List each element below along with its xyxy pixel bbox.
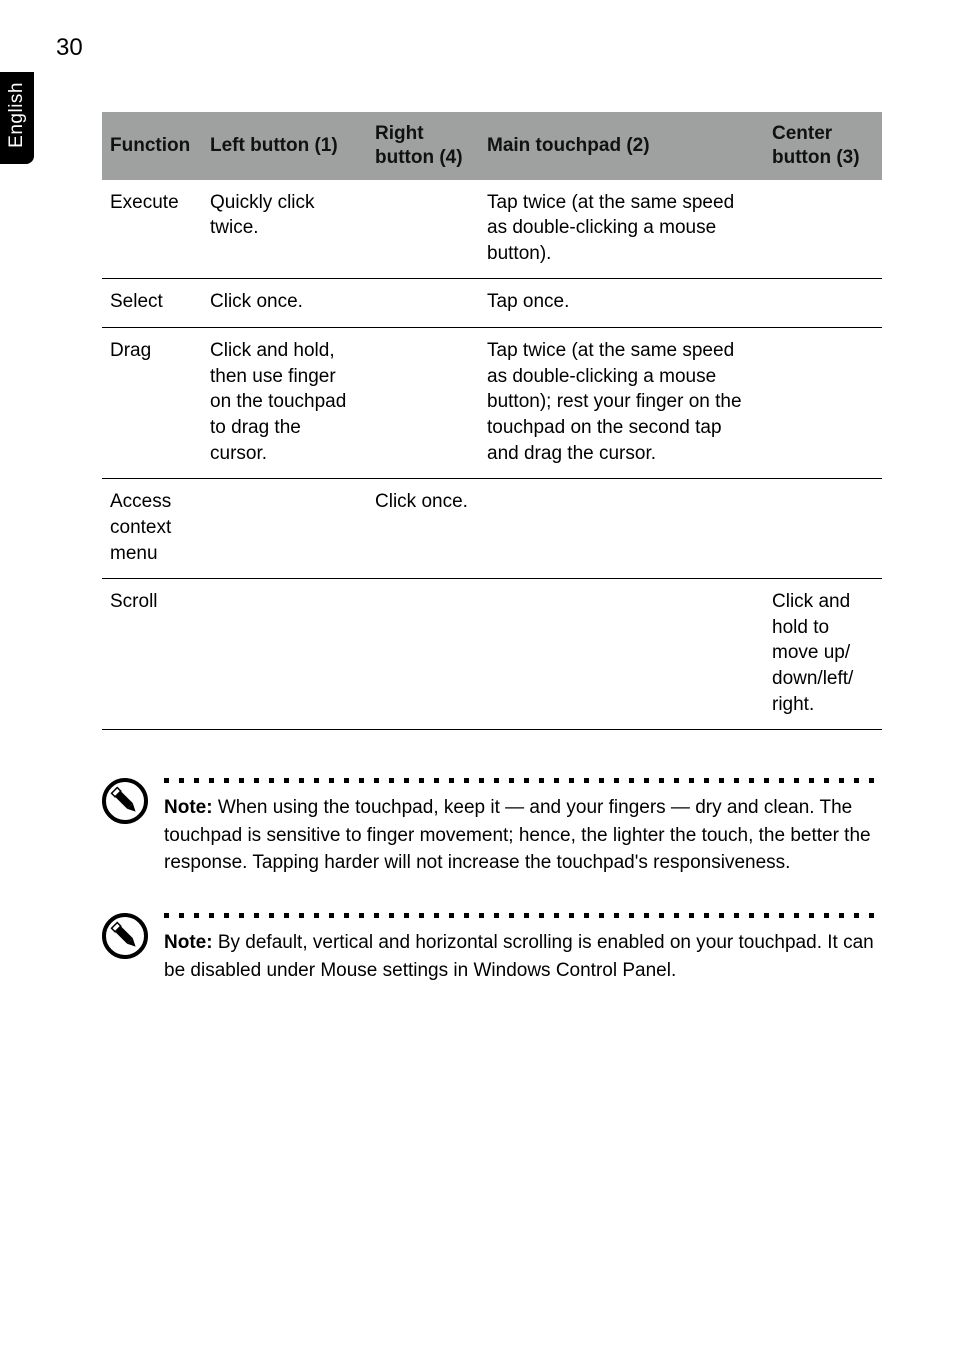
note-bold: Note: [164,932,218,953]
cell-main: Tap twice (at the same speed as double-c… [479,180,764,279]
note-text: Note: By default, vertical and horizonta… [164,929,882,984]
table-row: Execute Quickly click twice. Tap twice (… [102,180,882,279]
cell-right [367,328,479,479]
page-content: Function Left button (1) Right button (4… [102,112,882,984]
note-icon-wrap [102,911,164,959]
cell-center [764,279,882,328]
table-row: Scroll Click and hold to move up/ down/l… [102,579,882,730]
cell-left [202,479,367,579]
cell-left: Click and hold, then use finger on the t… [202,328,367,479]
page: English 30 Function Left button (1) Righ… [0,0,954,1369]
cell-main [479,579,764,730]
note-body: Note: By default, vertical and horizonta… [164,911,882,984]
cell-right: Click once. [367,479,479,579]
cell-center [764,328,882,479]
note-dots [164,911,882,919]
cell-center: Click and hold to move up/ down/left/ ri… [764,579,882,730]
pencil-note-icon [102,913,148,959]
col-center-header: Center button (3) [764,112,882,180]
cell-main: Tap twice (at the same speed as double-c… [479,328,764,479]
cell-center [764,479,882,579]
note-rest: By default, vertical and horizontal scro… [164,932,874,981]
cell-left [202,579,367,730]
note-block: Note: By default, vertical and horizonta… [102,911,882,984]
table-row: Select Click once. Tap once. [102,279,882,328]
language-tab-label: English [6,82,28,148]
cell-main [479,479,764,579]
cell-function: Access context menu [102,479,202,579]
note-dots [164,776,882,784]
cell-right [367,180,479,279]
page-number: 30 [56,34,83,62]
cell-right [367,579,479,730]
table-row: Access context menu Click once. [102,479,882,579]
cell-left: Click once. [202,279,367,328]
col-main-header: Main touchpad (2) [479,112,764,180]
table-header-row: Function Left button (1) Right button (4… [102,112,882,180]
cell-function: Select [102,279,202,328]
cell-function: Execute [102,180,202,279]
table-row: Drag Click and hold, then use finger on … [102,328,882,479]
cell-main: Tap once. [479,279,764,328]
note-text: Note: When using the touchpad, keep it —… [164,794,882,877]
note-icon-wrap [102,776,164,824]
cell-right [367,279,479,328]
cell-left: Quickly click twice. [202,180,367,279]
cell-function: Drag [102,328,202,479]
pencil-note-icon [102,778,148,824]
touchpad-table: Function Left button (1) Right button (4… [102,112,882,730]
cell-function: Scroll [102,579,202,730]
col-right-header: Right button (4) [367,112,479,180]
language-tab: English [0,72,34,164]
note-bold: Note: [164,797,218,818]
col-left-header: Left button (1) [202,112,367,180]
note-rest: When using the touchpad, keep it — and y… [164,797,871,873]
col-function-header: Function [102,112,202,180]
note-block: Note: When using the touchpad, keep it —… [102,776,882,877]
cell-center [764,180,882,279]
note-body: Note: When using the touchpad, keep it —… [164,776,882,877]
